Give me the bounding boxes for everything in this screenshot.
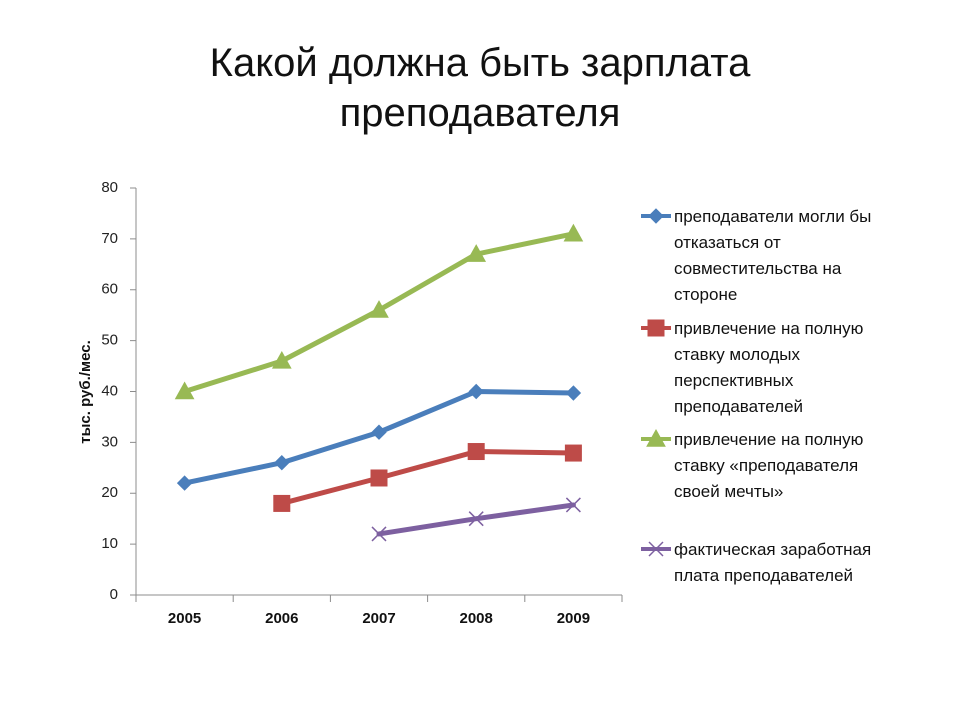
chart-title-line-2: преподавателя <box>339 91 621 135</box>
y-tick-label: 80 <box>101 179 118 196</box>
legend-marker <box>648 208 664 224</box>
series-4 <box>371 497 581 542</box>
data-point <box>563 223 584 242</box>
series-2 <box>273 443 582 512</box>
data-point <box>468 511 484 527</box>
y-tick-label: 50 <box>101 332 118 349</box>
legend-key-triangle <box>641 428 671 447</box>
legend-marker <box>647 319 665 337</box>
y-tick-label: 70 <box>101 230 118 247</box>
data-point <box>176 475 193 491</box>
legend-label-2: привлечение на полную ставку молодых пер… <box>674 316 936 420</box>
legend-marker <box>648 541 664 557</box>
data-point <box>565 497 581 513</box>
x-tick-label: 2006 <box>265 610 298 627</box>
legend-label-4: фактическая заработная плата преподавате… <box>674 537 936 589</box>
data-point <box>466 244 487 262</box>
legend-label-4-line-1: фактическая заработная <box>674 540 872 559</box>
legend-label-2-line-2: ставку молодых <box>674 345 801 364</box>
legend-label-3-line-1: привлечение на полную <box>674 430 864 449</box>
y-axis-label: тыс. руб./мес. <box>77 340 94 444</box>
data-point <box>369 300 389 318</box>
data-point <box>370 469 388 487</box>
x-tick-label: 2009 <box>557 610 590 627</box>
legend-label-3-line-3: своей мечты» <box>674 482 784 501</box>
data-point <box>468 383 484 400</box>
y-tick-label: 40 <box>101 382 118 399</box>
legend-label-1-line-3: совместительства на <box>674 259 842 278</box>
y-tick-label: 0 <box>110 586 118 603</box>
legend-key-x <box>641 541 671 557</box>
legend-label-2-line-1: привлечение на полную <box>674 319 864 338</box>
x-tick-label: 2008 <box>460 610 493 627</box>
data-point <box>174 381 195 400</box>
x-tick-label: 2007 <box>362 610 395 627</box>
series-1 <box>176 383 582 491</box>
y-tick-label: 30 <box>101 433 118 450</box>
series-3 <box>174 223 584 400</box>
data-point <box>467 443 485 461</box>
y-tick-label: 60 <box>101 281 118 298</box>
data-point <box>564 444 582 462</box>
legend-key-diamond <box>641 208 671 224</box>
data-point <box>565 385 582 401</box>
data-point <box>274 455 290 471</box>
chart-series <box>174 223 584 542</box>
legend-label-1: преподаватели могли бы отказаться от сов… <box>674 204 936 308</box>
legend-label-2-line-3: перспективных <box>674 371 794 390</box>
y-tick-label: 10 <box>101 535 118 552</box>
data-point <box>271 350 292 369</box>
data-point <box>371 424 387 440</box>
legend-marker <box>646 428 666 447</box>
chart-title: Какой должна быть зарплата преподавателя <box>80 38 880 138</box>
legend-label-2-line-4: преподавателей <box>674 397 804 416</box>
series-line-2 <box>279 449 576 506</box>
legend-label-3-line-2: ставку «преподавателя <box>674 456 859 475</box>
y-tick-label: 20 <box>101 484 118 501</box>
legend-label-1-line-4: стороне <box>674 285 738 304</box>
legend-label-1-line-2: отказаться от <box>674 233 781 252</box>
x-tick-label: 2005 <box>168 610 201 627</box>
chart-axes: 0 10 20 30 40 50 60 70 80 2005 2006 2007 2008 2009 <box>101 179 623 627</box>
legend-label-4-line-2: плата преподавателей <box>674 566 854 585</box>
data-point <box>371 526 387 542</box>
legend-key-square <box>641 319 671 337</box>
legend-label-3: привлечение на полную ставку «преподават… <box>674 427 936 505</box>
data-point <box>273 494 291 512</box>
chart-title-line-1: Какой должна быть зарплата <box>209 41 751 85</box>
legend-label-1-line-1: преподаватели могли бы <box>674 207 872 226</box>
